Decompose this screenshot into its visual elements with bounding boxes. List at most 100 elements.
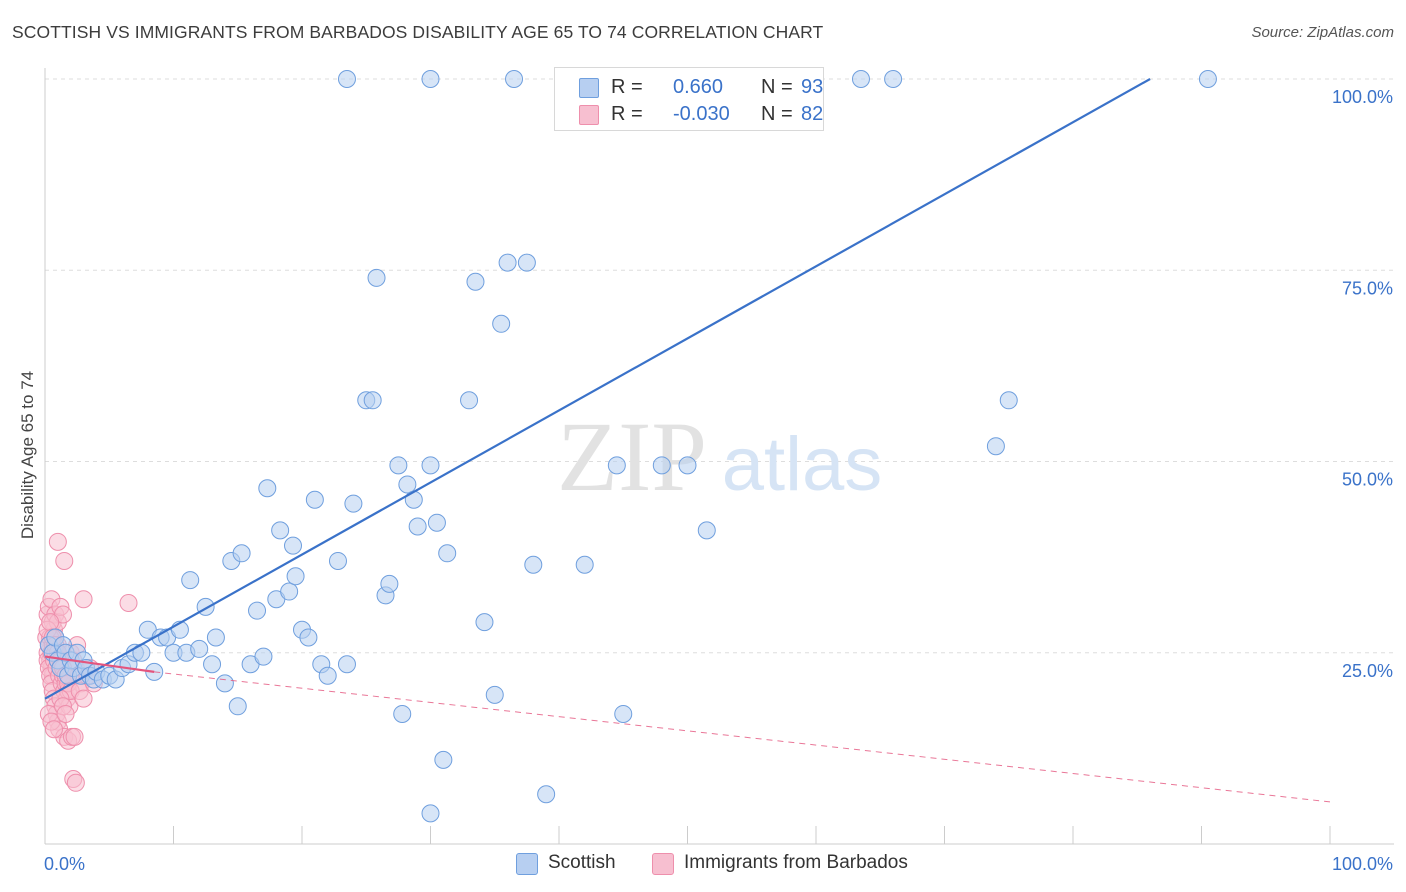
scottish-point — [284, 536, 303, 555]
x-tick-label: 0.0% — [44, 854, 85, 874]
scottish-point — [393, 704, 412, 723]
scottish-point — [505, 70, 524, 88]
scottish-point — [537, 785, 556, 804]
barbados-point — [65, 727, 84, 746]
legend-r-label: R = — [611, 103, 643, 125]
scottish-point — [389, 456, 408, 475]
scottish-point — [999, 391, 1018, 410]
scottish-point — [190, 639, 209, 658]
scottish-point — [498, 253, 517, 272]
scottish-point — [318, 666, 337, 685]
scottish-point — [438, 544, 457, 563]
scottish-point — [434, 750, 453, 769]
scottish-point — [181, 571, 200, 590]
scottish-point — [380, 574, 399, 593]
watermark-atlas: atlas — [722, 422, 883, 507]
scottish-point — [286, 567, 305, 586]
trend-lines — [44, 78, 1331, 803]
scottish-point — [232, 544, 251, 563]
barbados-trend-line — [44, 655, 155, 673]
barbados-point — [48, 532, 67, 551]
chart-title: SCOTTISH VS IMMIGRANTS FROM BARBADOS DIS… — [12, 22, 824, 42]
scottish-point — [337, 70, 356, 88]
scottish-point — [884, 70, 903, 88]
scottish-point — [398, 475, 417, 494]
chart-source: Source: ZipAtlas.com — [1251, 24, 1394, 41]
y-tick-label: 75.0% — [1342, 278, 1393, 298]
scottish-point — [271, 521, 290, 540]
scottish-point — [215, 674, 234, 693]
scottish-point — [524, 555, 543, 574]
legend-n-label: N = — [761, 76, 793, 98]
barbados-point — [55, 551, 74, 570]
scottish-point — [851, 70, 870, 88]
watermark-zip: ZIP — [557, 401, 707, 512]
barbados-point — [74, 689, 93, 708]
scottish-point — [652, 456, 671, 475]
barbados-point — [66, 773, 85, 792]
scottish-point — [460, 391, 479, 410]
series-legend: Scottish Immigrants from Barbados — [0, 852, 1406, 876]
scottish-point — [466, 272, 485, 291]
scottish-point — [475, 613, 494, 632]
x-tick-label: 100.0% — [1332, 854, 1393, 874]
tick-labels: 25.0% 50.0% 75.0% 100.0% 0.0% 100.0% — [44, 87, 1393, 874]
stats-legend: R = 0.660 N = 93 R = -0.030 N = 82 — [554, 67, 824, 131]
scottish-point — [421, 456, 440, 475]
scottish-point — [517, 253, 536, 272]
scottish-point — [607, 456, 626, 475]
scottish-point — [203, 655, 222, 674]
scottish-point — [1198, 70, 1217, 88]
scottish-point — [408, 517, 427, 536]
scottish-label: Scottish — [548, 852, 616, 873]
scottish-point — [305, 490, 324, 509]
y-tick-label: 25.0% — [1342, 661, 1393, 681]
gridlines — [45, 78, 1394, 654]
scottish-point — [697, 521, 716, 540]
scottish-point — [328, 551, 347, 570]
scottish-point — [206, 628, 225, 647]
legend-r-value: -0.030 — [673, 103, 730, 125]
barbados-point — [56, 704, 75, 723]
barbados-point — [119, 594, 138, 613]
scottish-point — [248, 601, 267, 620]
barbados-point — [44, 720, 63, 739]
scottish-trend-line — [44, 78, 1151, 700]
scottish-point — [280, 582, 299, 601]
scottish-point — [367, 268, 386, 287]
legend-n-value: 93 — [801, 76, 824, 98]
scottish-point — [404, 490, 423, 509]
y-tick-label: 50.0% — [1342, 470, 1393, 490]
barbados-trend-extension — [154, 671, 1331, 803]
scottish-point — [299, 628, 318, 647]
scottish-point — [254, 647, 273, 666]
barbados-label: Immigrants from Barbados — [684, 852, 908, 873]
legend-r-label: R = — [611, 76, 643, 98]
barbados-swatch — [652, 853, 674, 875]
scottish-point — [678, 456, 697, 475]
scottish-point — [614, 704, 633, 723]
scottish-point — [258, 479, 277, 498]
y-tick-label: 100.0% — [1332, 87, 1393, 107]
scottish-point — [363, 391, 382, 410]
legend-r-value: 0.660 — [673, 76, 724, 98]
axes — [44, 68, 1394, 845]
legend-n-value: 82 — [801, 103, 824, 125]
legend-swatch-blue — [579, 78, 599, 98]
scottish-point — [421, 70, 440, 88]
scottish-point — [427, 513, 446, 532]
legend-n-label: N = — [761, 103, 793, 125]
y-axis-label: Disability Age 65 to 74 — [18, 371, 37, 539]
scottish-point — [228, 697, 247, 716]
scottish-point — [344, 494, 363, 513]
scottish-point — [421, 804, 440, 823]
legend-swatch-pink — [579, 105, 599, 125]
scottish-point — [575, 555, 594, 574]
scottish-point — [492, 314, 511, 333]
scottish-point — [337, 655, 356, 674]
scottish-swatch — [516, 853, 538, 875]
scottish-point — [986, 437, 1005, 456]
scottish-point — [485, 685, 504, 704]
barbados-point — [41, 613, 60, 632]
